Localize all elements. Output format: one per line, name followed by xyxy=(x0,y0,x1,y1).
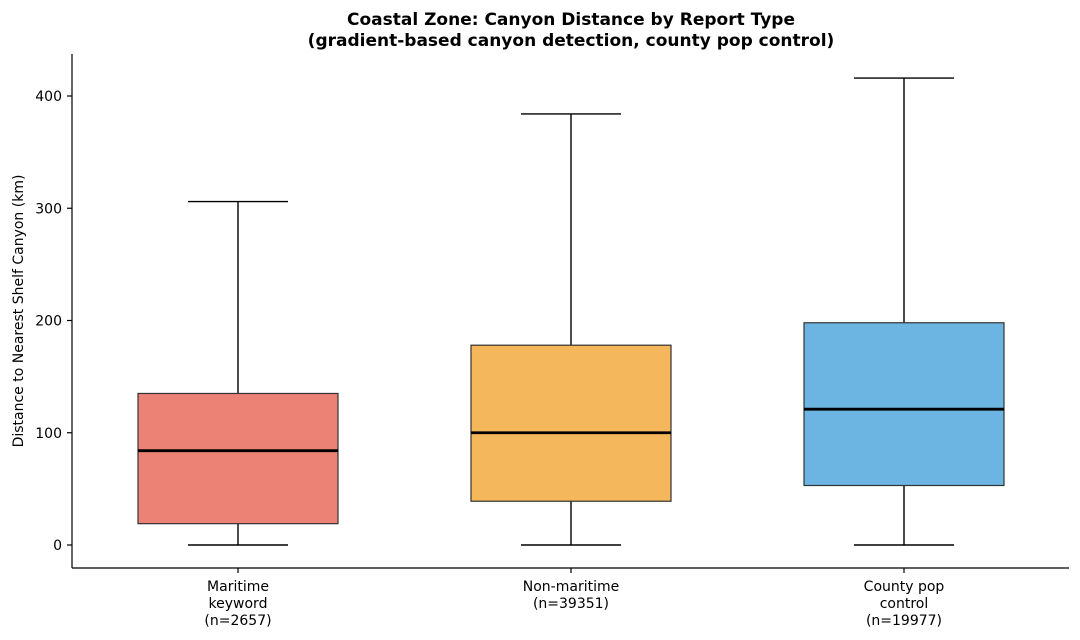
x-category-label-line: keyword xyxy=(209,596,268,612)
x-category-label-line: Non-maritime xyxy=(523,579,619,595)
y-tick-label: 200 xyxy=(35,314,62,330)
chart-title: Coastal Zone: Canyon Distance by Report … xyxy=(308,10,835,51)
iqr-box xyxy=(137,392,339,525)
x-category-label-line: (n=19977) xyxy=(866,613,942,629)
y-tick-label: 0 xyxy=(53,538,62,554)
x-category-label-line: control xyxy=(880,596,929,612)
y-tick-label: 100 xyxy=(35,426,62,442)
x-category-label: Non-maritime (n=39351) xyxy=(523,579,619,612)
y-tick-label: 400 xyxy=(35,89,62,105)
y-axis-label: Distance to Nearest Shelf Canyon (km) xyxy=(11,175,27,448)
box-group-2 xyxy=(470,113,672,546)
x-category-label: County pop control (n=19977) xyxy=(864,579,945,629)
iqr-box xyxy=(470,344,672,502)
x-category-label-line: (n=39351) xyxy=(533,596,609,612)
box-group-1 xyxy=(137,200,339,546)
chart-title-line-1: Coastal Zone: Canyon Distance by Report … xyxy=(347,10,795,30)
x-category-label-line: County pop xyxy=(864,579,945,595)
x-category-label: Maritime keyword (n=2657) xyxy=(204,579,271,629)
x-category-label-line: Maritime xyxy=(207,579,269,595)
boxes-layer xyxy=(137,77,1005,546)
axes-layer: 0 100 200 300 400 Maritime keyword (n=2657) Non-… xyxy=(35,54,1069,629)
y-tick-label: 300 xyxy=(35,201,62,217)
chart-title-line-2: (gradient-based canyon detection, county… xyxy=(308,31,835,51)
iqr-box xyxy=(803,322,1005,487)
x-category-label-line: (n=2657) xyxy=(204,613,271,629)
box-group-3 xyxy=(803,77,1005,546)
